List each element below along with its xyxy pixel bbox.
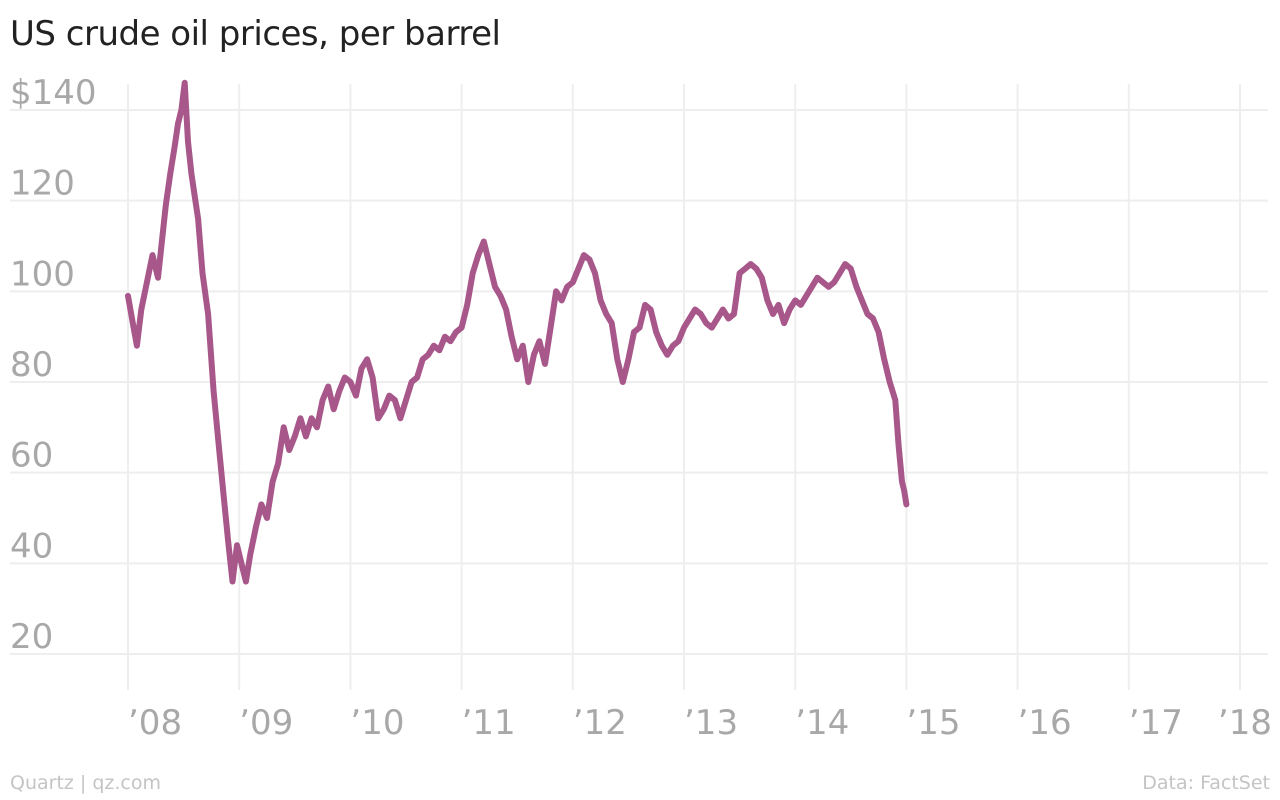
y-tick-label: 40 bbox=[10, 526, 53, 566]
series-line-0 bbox=[125, 79, 910, 585]
y-tick-label: 100 bbox=[10, 254, 75, 294]
y-tick-label: 60 bbox=[10, 436, 53, 476]
series-layer bbox=[125, 79, 910, 585]
x-tick-label: ’09 bbox=[239, 703, 293, 743]
x-tick-label: ’08 bbox=[128, 703, 182, 743]
x-tick-label: ’15 bbox=[906, 703, 960, 743]
y-tick-label: 120 bbox=[10, 164, 75, 204]
x-tick-label: ’16 bbox=[1018, 703, 1072, 743]
x-tick-label: ’10 bbox=[350, 703, 404, 743]
footer-credit: Quartz | qz.com bbox=[10, 772, 162, 794]
y-gridlines bbox=[10, 109, 1268, 655]
x-axis-labels: ’08 ’09 ’10 ’11 ’12 ’13 ’14 ’15 ’16 ’17 ’18 bbox=[128, 703, 1272, 743]
y-tick-label: 20 bbox=[10, 617, 53, 657]
y-tick-label: 80 bbox=[10, 345, 53, 385]
x-tick-label: ’18 bbox=[1218, 703, 1272, 743]
y-tick-label: $140 bbox=[10, 73, 97, 113]
x-tick-label: ’11 bbox=[462, 703, 516, 743]
x-gridlines bbox=[127, 84, 1241, 690]
x-tick-label: ’14 bbox=[795, 703, 849, 743]
x-tick-label: ’12 bbox=[573, 703, 627, 743]
x-tick-label: ’17 bbox=[1129, 703, 1183, 743]
footer-source: Data: FactSet bbox=[1142, 772, 1270, 794]
x-tick-label: ’13 bbox=[684, 703, 738, 743]
y-axis-labels: 20 40 60 80 100 120 $140 bbox=[10, 73, 97, 657]
chart-title: US crude oil prices, per barrel bbox=[10, 14, 501, 54]
